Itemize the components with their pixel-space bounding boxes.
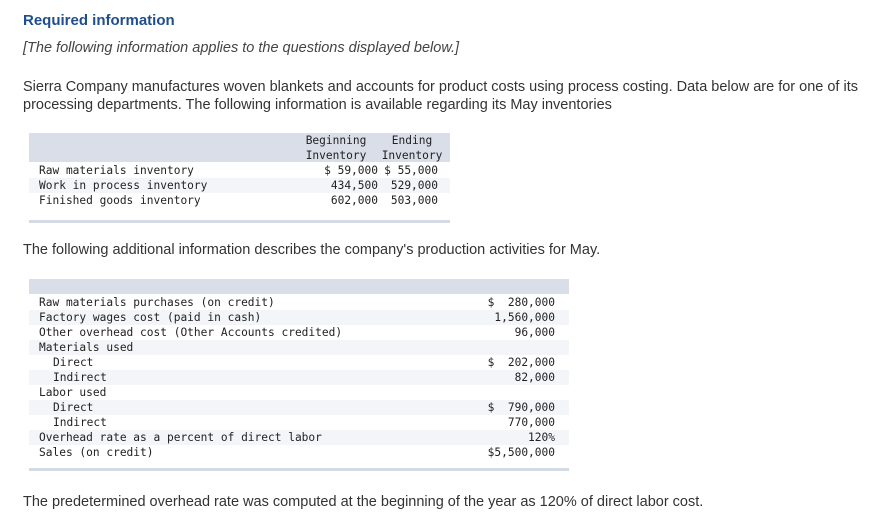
row-label: Factory wages cost (paid in cash) [39,311,262,324]
row-label: Raw materials purchases (on credit) [39,296,275,309]
ending-value: 529,000 [390,179,438,192]
row-label: Indirect [53,416,107,429]
table-row: Indirect 770,000 [29,415,569,430]
row-label: Raw materials inventory [39,164,194,177]
table-row: Work in process inventory 434,500 529,00… [29,178,450,193]
table-row: Direct $ 790,000 [29,400,569,415]
table-row: Direct $ 202,000 [29,355,569,370]
table-row: Finished goods inventory 602,000 503,000 [29,193,450,208]
row-label: Indirect [53,371,107,384]
beginning-inventory-header: Beginning Inventory [305,134,367,162]
row-label: Labor used [39,386,107,399]
section-heading: Required information [23,12,175,29]
inventory-table-header: Beginning Inventory Ending Inventory [29,133,450,162]
row-label: Materials used [39,341,134,354]
table-row: Other overhead cost (Other Accounts cred… [29,325,569,340]
row-label: Direct [53,356,94,369]
row-value: 96,000 [514,326,555,339]
ending-inventory-header: Ending Inventory [381,134,443,162]
table-row: Raw materials inventory $ 59,000 $ 55,00… [29,163,450,178]
row-value: $ 790,000 [487,401,555,414]
ending-value: $ 55,000 [384,164,438,177]
table-row: Materials used [29,340,569,355]
row-label: Overhead rate as a percent of direct lab… [39,431,322,444]
table-row: Factory wages cost (paid in cash) 1,560,… [29,310,569,325]
row-label: Sales (on credit) [39,446,154,459]
table-row: Overhead rate as a percent of direct lab… [29,430,569,445]
table-row: Raw materials purchases (on credit) $ 28… [29,295,569,310]
row-label: Finished goods inventory [39,194,201,207]
production-table: Raw materials purchases (on credit) $ 28… [29,279,569,471]
additional-info-text: The following additional information des… [23,242,601,258]
row-label: Work in process inventory [39,179,208,192]
production-table-header [29,279,569,294]
row-value: 1,560,000 [494,311,555,324]
beginning-value: 434,500 [330,179,378,192]
row-value: $ 280,000 [487,296,555,309]
beginning-value: 602,000 [330,194,378,207]
table-row: Sales (on credit) $5,500,000 [29,445,569,460]
row-value: 120% [528,431,555,444]
intro-paragraph: Sierra Company manufactures woven blanke… [23,79,858,113]
row-value: 82,000 [514,371,555,384]
row-value: 770,000 [507,416,555,429]
table-row: Labor used [29,385,569,400]
closing-text: The predetermined overhead rate was comp… [23,494,704,510]
row-value: $ 202,000 [487,356,555,369]
instruction-note: [The following information applies to th… [23,40,460,56]
beginning-value: $ 59,000 [324,164,378,177]
table-row: Indirect 82,000 [29,370,569,385]
row-label: Direct [53,401,94,414]
ending-value: 503,000 [390,194,438,207]
row-value: $5,500,000 [487,446,555,459]
inventory-table: Beginning Inventory Ending Inventory Raw… [29,133,450,223]
row-label: Other overhead cost (Other Accounts cred… [39,326,343,339]
